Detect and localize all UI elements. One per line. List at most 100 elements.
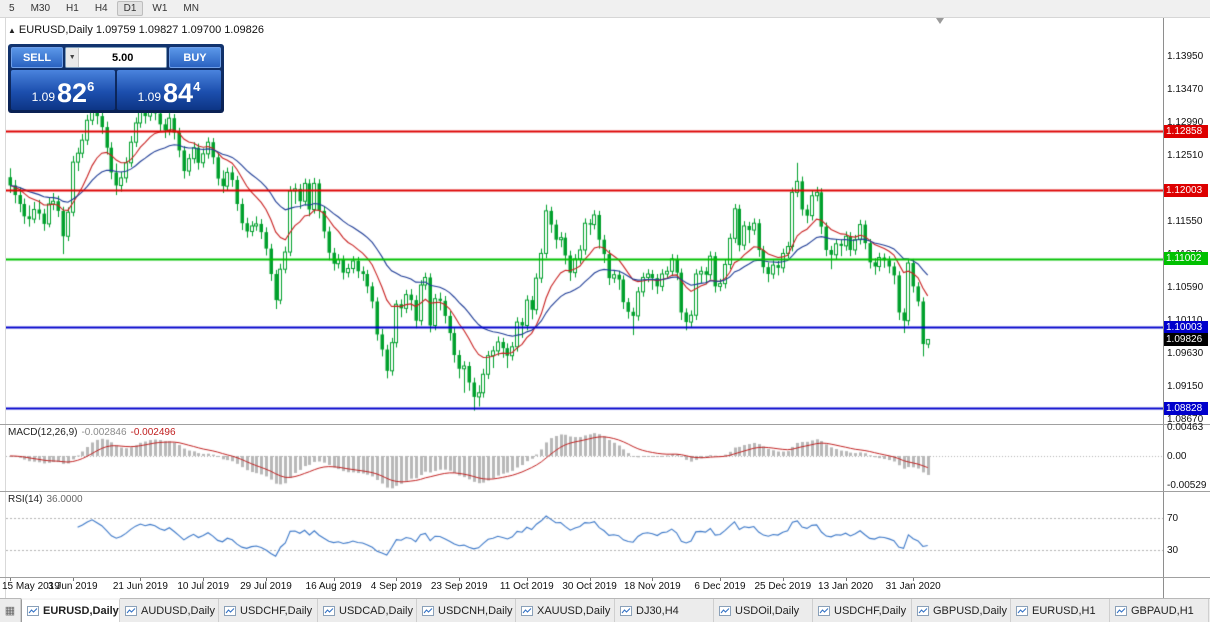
x-axis-tick [396, 578, 397, 581]
y-axis-label: 1.12990 [1167, 117, 1204, 129]
chart-header: ▲ EURUSD,Daily 1.09759 1.09827 1.09700 1.0982… [8, 24, 267, 36]
sell-price-display[interactable]: 1.09 82 6 [11, 70, 115, 110]
pane-separator[interactable] [0, 491, 1210, 492]
y-axis-label: 1.10590 [1167, 282, 1204, 294]
current-price-label: 1.09826 [1164, 333, 1208, 347]
rsi-label: RSI(14) 36.0000 [8, 494, 83, 505]
tab-label: USDCHF,Daily [240, 604, 313, 617]
tab-label: GBPAUD,H1 [1131, 604, 1194, 617]
y-axis-label: 1.13950 [1167, 51, 1204, 63]
macd-axis-label: 0.00 [1167, 450, 1187, 462]
pane-separator[interactable] [0, 424, 1210, 425]
x-axis-tick [652, 578, 653, 581]
x-axis-tick [527, 578, 528, 581]
buy-price-big: 84 [163, 78, 194, 108]
timeframe-button-h1[interactable]: H1 [66, 3, 79, 14]
x-axis-label: 29 Jul 2019 [240, 581, 292, 592]
chart-tab[interactable]: USDCAD,Daily [318, 599, 417, 622]
rsi-name: RSI(14) [8, 494, 43, 505]
rsi-value: 36.0000 [46, 494, 83, 505]
chart-icon [224, 605, 236, 616]
chart-tab[interactable]: USDCHF,Daily [219, 599, 318, 622]
x-axis-label: 30 Oct 2019 [562, 581, 617, 592]
price-line-label: 1.12003 [1164, 183, 1208, 197]
timeframe-button-h4[interactable]: H4 [94, 3, 108, 14]
chart-tab[interactable]: EURUSD,Daily [21, 598, 120, 622]
chart-tab[interactable]: AUDUSD,Daily [120, 599, 219, 622]
timeframe-button-d1[interactable]: D1 [116, 1, 144, 16]
y-axis-label: 1.08670 [1167, 413, 1204, 425]
ohlc-high: 1.09827 [138, 24, 179, 36]
chart-tab[interactable]: USDCNH,Daily [417, 599, 516, 622]
x-axis-label: 13 Jan 2020 [818, 581, 874, 592]
volume-input[interactable] [79, 48, 166, 67]
chart-icon [27, 606, 39, 616]
macd-axis-label: -0.00529 [1167, 480, 1207, 491]
chart-icon [1115, 605, 1127, 616]
chart-icon [719, 605, 731, 616]
buy-price-head: 1.09 [137, 90, 162, 104]
ohlc-low: 1.09700 [181, 24, 222, 36]
x-axis-tick [73, 578, 74, 581]
y-axis-label: 1.09630 [1167, 347, 1204, 359]
rsi-axis-label: 70 [1167, 512, 1179, 524]
pane-separator[interactable] [0, 577, 1210, 578]
x-axis-label: 21 Jun 2019 [112, 581, 168, 592]
x-axis-tick [140, 578, 141, 581]
chart-tab[interactable]: GBPUSD,Daily [912, 599, 1011, 622]
chart-tab-strip: ▦ EURUSD,Daily AUDUSD,Daily USDCHF,Daily USD… [0, 598, 1210, 622]
tab-label: EURUSD,Daily [43, 605, 119, 617]
chart-tab[interactable]: USDCHF,Daily [813, 599, 912, 622]
y-axis-label: 1.10110 [1167, 315, 1202, 326]
timeframe-button-5[interactable]: 5 [9, 3, 15, 14]
chart-icon [323, 605, 335, 616]
chart-tab[interactable]: XAUUSD,Daily [516, 599, 615, 622]
one-click-collapse-icon[interactable]: ▲ [8, 26, 16, 35]
timeframe-toolbar: 5 M30 H1 H4 D1 W1 MN [0, 0, 1210, 18]
price-line-label: 1.10003 [1164, 320, 1208, 334]
y-axis-label: 1.11550 [1167, 216, 1203, 228]
y-axis-label: 1.13470 [1167, 84, 1204, 96]
sell-price-pip: 6 [87, 79, 95, 94]
timeframe-button-m30[interactable]: M30 [30, 3, 51, 14]
volume-combo: ▼ [65, 47, 167, 68]
tab-label: USDOil,Daily [735, 604, 800, 617]
x-axis-label: 10 Jul 2019 [177, 581, 230, 592]
timeframe-button-w1[interactable]: W1 [152, 3, 168, 14]
ohlc-open: 1.09759 [95, 24, 136, 36]
chart-icon [818, 605, 830, 616]
chart-tab[interactable]: USDOil,Daily [714, 599, 813, 622]
window-border [5, 18, 6, 598]
x-axis-label: 16 Aug 2019 [305, 581, 362, 592]
chart-tab[interactable]: DJ30,H4 [615, 599, 714, 622]
buy-button[interactable]: BUY [169, 47, 221, 68]
sell-button[interactable]: SELL [11, 47, 63, 68]
buy-price-display[interactable]: 1.09 84 4 [117, 70, 221, 110]
tab-label: XAUUSD,Daily [537, 604, 611, 617]
timeframe-button-mn[interactable]: MN [183, 3, 199, 14]
x-axis-tick [720, 578, 721, 581]
price-line-label: 1.08828 [1164, 401, 1208, 415]
x-axis-label: 6 Dec 2019 [694, 581, 746, 592]
x-axis-tick [590, 578, 591, 581]
x-axis-tick [203, 578, 204, 581]
chart-shift-marker [936, 18, 944, 24]
x-axis-label: 15 May 2019 [2, 581, 60, 592]
chart-symbol-label: EURUSD,Daily [18, 24, 93, 36]
macd-label: MACD(12,26,9) -0.002846 -0.002496 [8, 427, 176, 438]
tab-label: USDCHF,Daily [834, 604, 907, 617]
chart-tab[interactable]: GBPAUD,H1 [1110, 599, 1209, 622]
symbol-list-icon[interactable]: ▦ [0, 599, 21, 622]
x-axis-label: 4 Sep 2019 [370, 581, 422, 592]
x-axis-label: 23 Sep 2019 [430, 581, 488, 592]
volume-dropdown-icon[interactable]: ▼ [66, 48, 80, 67]
x-axis-tick [10, 578, 11, 581]
chart-tab[interactable]: EURUSD,H1 [1011, 599, 1110, 622]
chart-icon [620, 605, 632, 616]
x-axis-tick [459, 578, 460, 581]
x-axis-tick [783, 578, 784, 581]
sell-price-big: 82 [57, 78, 88, 108]
x-axis-tick [266, 578, 267, 581]
x-axis-tick [913, 578, 914, 581]
x-axis-label: 3 Jun 2019 [48, 581, 98, 592]
